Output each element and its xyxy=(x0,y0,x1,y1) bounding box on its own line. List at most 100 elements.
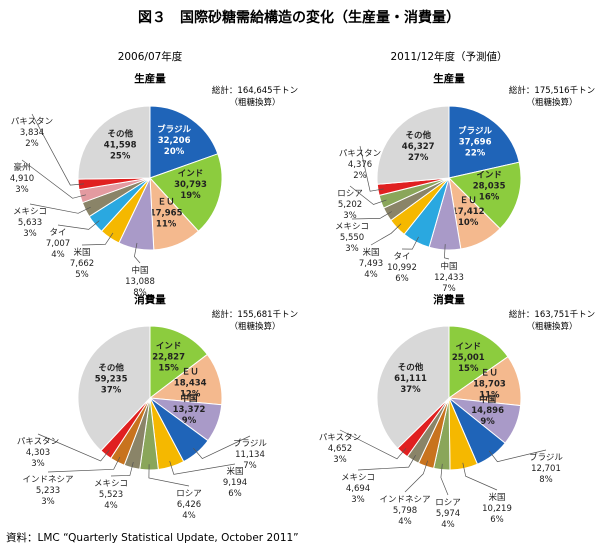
slice-label-value: 13,088 xyxy=(125,277,155,287)
slice-label-value: 25,001 xyxy=(452,353,485,363)
slice-label-value: 59,235 xyxy=(95,375,128,385)
slice-label-pct: 7% xyxy=(442,284,456,294)
slice-label-pct: 27% xyxy=(408,153,429,163)
slice-label-pct: 8% xyxy=(539,475,553,485)
slice-label-pct: 37% xyxy=(400,385,421,395)
pie-title: 生産量 xyxy=(433,72,465,85)
pie-slice-その他 xyxy=(77,325,151,452)
slice-label-pct: 15% xyxy=(158,364,179,374)
pie-total-line: 総計：175,516千トン xyxy=(509,85,595,96)
slice-label-name: ＥＵ xyxy=(182,367,199,378)
slice-label-value: 5,550 xyxy=(340,233,364,243)
slice-label-pct: 2% xyxy=(25,139,39,149)
slice-label-pct: 3% xyxy=(23,229,37,239)
slice-label-name: 中国 xyxy=(131,265,148,276)
slice-label-value: 10,992 xyxy=(387,263,417,273)
slice-label-name: その他 xyxy=(405,130,431,141)
pie-total-line: （粗糖換算） xyxy=(526,97,577,108)
slice-label-value: 17,965 xyxy=(150,209,183,219)
slice-label-pct: 7% xyxy=(243,461,257,471)
slice-label-pct: 25% xyxy=(110,152,131,162)
slice-label-value: 5,798 xyxy=(393,506,417,516)
leader-line xyxy=(488,449,547,463)
slice-label-pct: 20% xyxy=(164,147,185,157)
slice-label-value: 7,007 xyxy=(46,239,70,249)
leader-line xyxy=(29,203,91,214)
leader-line xyxy=(359,145,384,192)
leader-line xyxy=(37,433,110,462)
leader-line xyxy=(440,463,449,496)
slice-label-name: メキシコ xyxy=(94,479,128,489)
pie-slice-ブラジル xyxy=(149,105,219,179)
pie-slice-インド xyxy=(149,153,223,232)
slice-label-name: 米国 xyxy=(226,466,243,477)
slice-label-value: 17,412 xyxy=(452,207,485,217)
slice-label-pct: 22% xyxy=(465,148,486,158)
slice-label-value: 7,662 xyxy=(70,259,94,269)
slice-label-value: 22,827 xyxy=(152,353,185,363)
slice-label-value: 4,376 xyxy=(348,160,372,170)
pie-slice-その他 xyxy=(376,325,450,450)
pie-slice-その他 xyxy=(376,105,450,185)
slice-label-value: 12,701 xyxy=(531,464,561,474)
slice-label-pct: 3% xyxy=(31,459,45,469)
slice-label-pct: 10% xyxy=(458,218,479,228)
slice-label-name: インド xyxy=(456,342,482,352)
slice-label-value: 11,134 xyxy=(235,450,265,460)
slice-label-value: 5,202 xyxy=(338,200,362,210)
slice-label-name: ＥＵ xyxy=(481,368,498,379)
slice-label-pct: 4% xyxy=(104,501,118,511)
slice-label-pct: 12% xyxy=(180,390,201,400)
slice-label-value: 4,303 xyxy=(26,448,50,458)
slice-label-value: 4,694 xyxy=(346,484,370,494)
slice-label-name: インドネシア xyxy=(22,475,73,485)
slice-label-value: 13,372 xyxy=(173,405,206,415)
leader-line xyxy=(351,211,392,220)
slice-label-name: 米国 xyxy=(488,492,505,503)
pie-title: 消費量 xyxy=(134,293,166,306)
slice-label-name: ロシア xyxy=(176,489,202,499)
leader-line xyxy=(57,220,100,230)
slice-label-pct: 4% xyxy=(51,250,65,260)
slice-label-pct: 3% xyxy=(333,455,347,465)
slice-label-name: パキスタン xyxy=(11,117,53,127)
slice-label-pct: 19% xyxy=(180,191,201,201)
slice-label-name: パキスタン xyxy=(339,149,381,159)
slice-label-pct: 16% xyxy=(479,193,500,203)
slice-label-name: パキスタン xyxy=(319,433,361,443)
slice-label-pct: 6% xyxy=(490,515,504,525)
slice-label-pct: 3% xyxy=(41,497,55,507)
slice-label-value: 3,834 xyxy=(20,128,44,138)
slice-label-name: 米国 xyxy=(73,247,90,258)
leader-line xyxy=(444,244,450,260)
pie-slice-インド xyxy=(448,325,509,399)
slice-label-value: 30,793 xyxy=(174,180,207,190)
pie-slice-インド xyxy=(149,325,209,400)
slice-label-value: 4,910 xyxy=(10,174,34,184)
leader-line xyxy=(21,159,86,199)
slice-label-value: 32,206 xyxy=(158,136,191,146)
slice-label-name: メキシコ xyxy=(13,207,47,217)
pie-total-line: （粗糖換算） xyxy=(526,321,577,332)
leader-line xyxy=(404,460,429,493)
slice-label-name: その他 xyxy=(98,363,124,374)
period-label-right: 2011/12年度（予測値） xyxy=(390,50,507,63)
slice-label-pct: 8% xyxy=(133,288,147,298)
slice-label-pct: 4% xyxy=(364,270,378,280)
slice-label-name: ロシア xyxy=(435,498,461,508)
slice-label-name: 中国 xyxy=(180,393,197,404)
slice-label-name: インド xyxy=(178,169,204,179)
leader-line xyxy=(462,462,498,491)
leader-line xyxy=(47,456,121,473)
slice-label-name: タイ xyxy=(49,228,66,238)
slice-label-value: 5,633 xyxy=(18,218,42,228)
slice-label-name: メキシコ xyxy=(341,473,375,483)
slice-label-value: 4,652 xyxy=(328,444,352,454)
slice-label-value: 18,434 xyxy=(174,379,207,389)
slice-label-value: 61,111 xyxy=(394,374,427,384)
slice-label-name: インドネシア xyxy=(379,495,430,505)
slice-label-name: タイ xyxy=(393,252,410,262)
